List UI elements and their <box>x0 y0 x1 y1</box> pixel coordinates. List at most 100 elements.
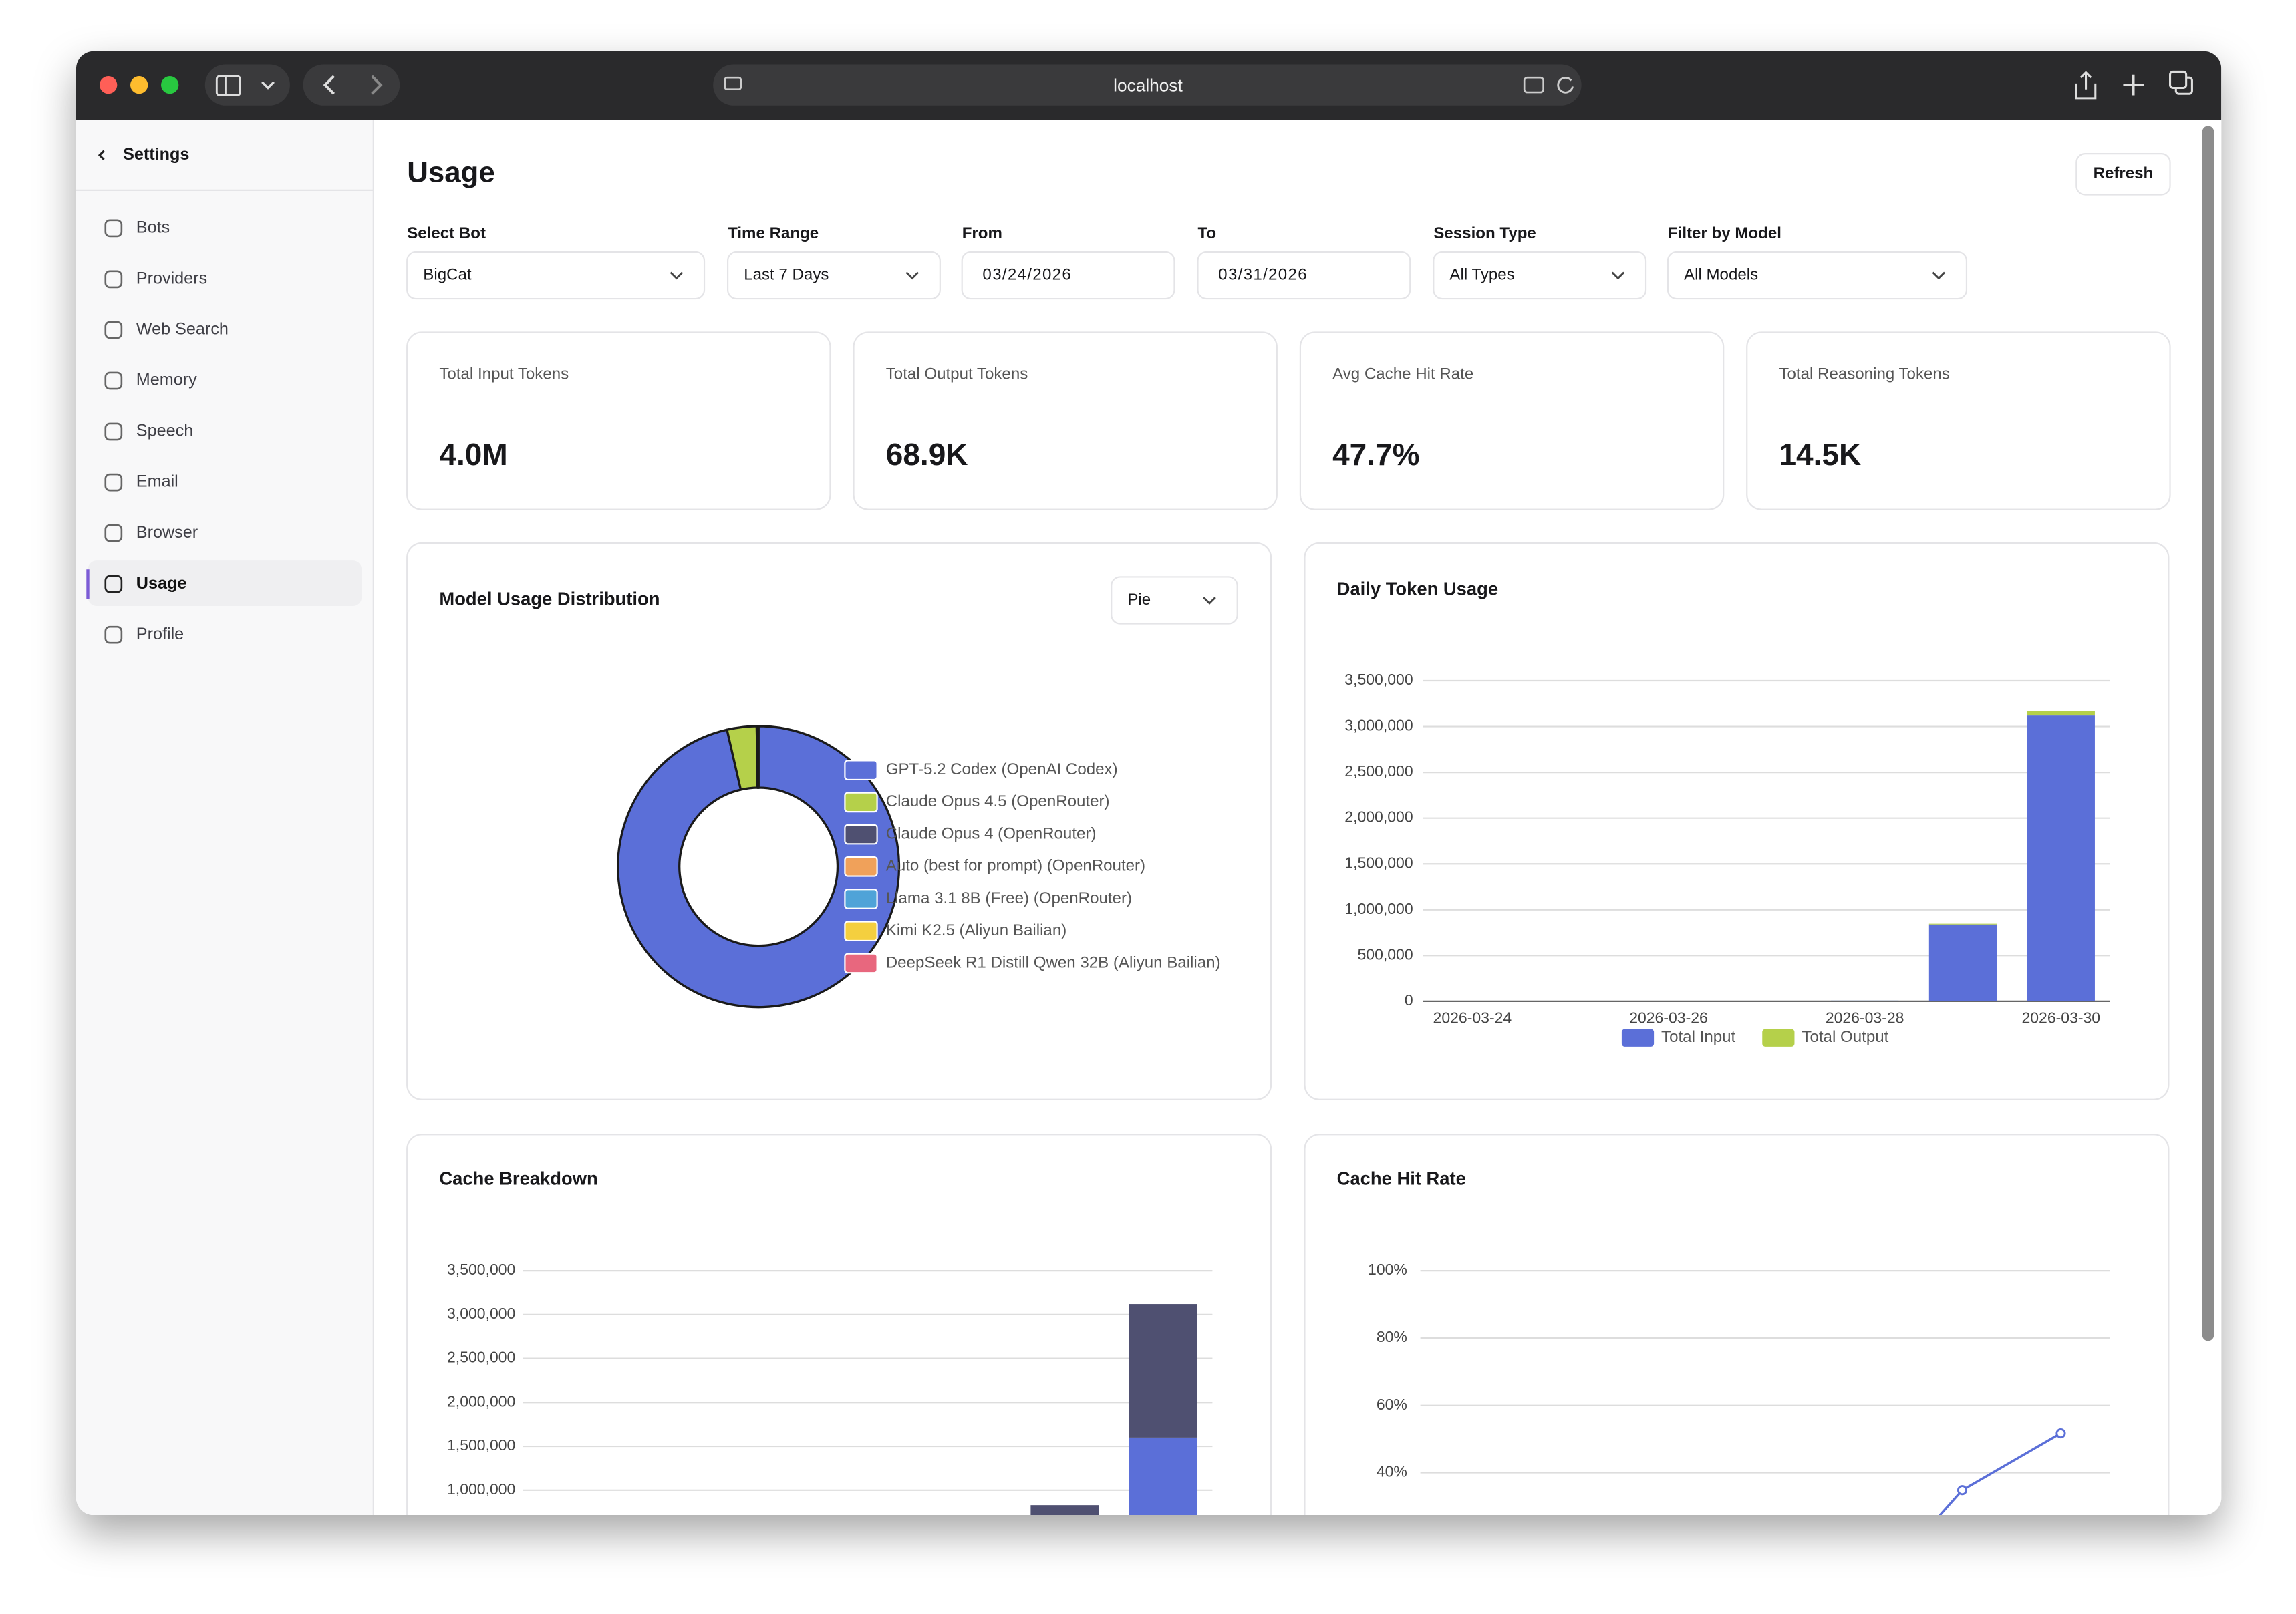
scrollbar[interactable] <box>2202 126 2214 1341</box>
y-tick-label: 1,000,000 <box>1344 900 1413 917</box>
nav-icon <box>104 321 123 339</box>
y-tick-label: 40% <box>1377 1463 1407 1480</box>
legend-label[interactable]: Kimi K2.5 (Aliyun Bailian) <box>886 921 1067 939</box>
chart-title: Daily Token Usage <box>1337 578 1498 599</box>
page-title: Usage <box>407 156 495 188</box>
legend-label[interactable]: Claude Opus 4.5 (OpenRouter) <box>886 792 1110 810</box>
nav-item[interactable]: Profile <box>136 625 184 643</box>
stat-label: Total Reasoning Tokens <box>1779 365 1949 383</box>
legend-swatch <box>1621 1029 1655 1047</box>
legend-label[interactable]: Total Output <box>1802 1028 1888 1046</box>
stat-card <box>406 331 831 510</box>
back-button[interactable] <box>323 75 335 95</box>
y-tick-label: 80% <box>1377 1328 1407 1345</box>
tabs-icon <box>2169 70 2188 90</box>
legend-swatch <box>844 953 878 974</box>
legend-label[interactable]: DeepSeek R1 Distill Qwen 32B (Aliyun Bai… <box>886 953 1221 971</box>
share-icon[interactable] <box>2075 71 2097 100</box>
filter-label: Time Range <box>728 224 819 243</box>
minimize-button[interactable] <box>130 75 148 94</box>
nav-item[interactable]: Speech <box>136 422 193 440</box>
point <box>1860 1597 1868 1605</box>
nav-item[interactable]: Usage <box>136 574 187 593</box>
nav-item[interactable]: Email <box>136 472 178 491</box>
chart-card <box>406 1134 1272 1516</box>
legend-label[interactable]: Total Input <box>1661 1028 1735 1046</box>
legend-swatch <box>844 856 878 877</box>
stat-card <box>1299 331 1725 510</box>
url: localhost <box>1113 75 1183 95</box>
stat-card <box>853 331 1278 510</box>
y-tick-label: 60% <box>1377 1396 1407 1413</box>
point <box>1957 1485 1968 1496</box>
y-tick-label: 3,000,000 <box>447 1305 515 1322</box>
legend-label[interactable]: Auto (best for prompt) (OpenRouter) <box>886 857 1145 875</box>
stat-label: Total Output Tokens <box>886 365 1028 383</box>
y-tick-label: 1,500,000 <box>1344 854 1413 871</box>
bar <box>1129 1304 1197 1438</box>
bar <box>932 1578 1000 1579</box>
filter-input[interactable] <box>726 251 941 300</box>
sidebar-toggle[interactable] <box>204 64 290 106</box>
filter-value: All Models <box>1684 265 1758 283</box>
stat-value: 68.9K <box>886 437 968 472</box>
filter-label: Filter by Model <box>1668 224 1781 243</box>
chevron <box>1203 597 1216 605</box>
filter-value: 03/24/2026 <box>982 265 1072 283</box>
point <box>2055 1428 2066 1439</box>
legend-label[interactable]: Claude Opus 4 (OpenRouter) <box>886 824 1097 842</box>
x-tick-label: 2026-03-28 <box>1826 1009 1904 1026</box>
filter-input[interactable] <box>406 251 706 300</box>
y-tick-label: 3,500,000 <box>1344 671 1413 688</box>
nav-item[interactable]: Browser <box>136 523 198 542</box>
stat-label: Avg Cache Hit Rate <box>1332 365 1473 383</box>
filter-label: From <box>962 224 1002 243</box>
chart-type-select[interactable] <box>1111 576 1238 625</box>
legend-swatch <box>844 792 878 813</box>
x-tick-label: 2026-03-26 <box>1629 1009 1708 1026</box>
bar <box>1928 924 1997 1001</box>
back-chevron <box>98 150 105 160</box>
chevron <box>261 81 275 90</box>
filter-input[interactable] <box>1667 251 1968 300</box>
legend-label[interactable]: GPT-5.2 Codex (OpenAI Codex) <box>886 760 1118 778</box>
bar <box>1928 923 1997 925</box>
refresh-button[interactable] <box>2075 153 2171 196</box>
y-tick-label: 1,000,000 <box>447 1480 515 1498</box>
x-tick-label: 2026-03-24 <box>1433 1009 1512 1026</box>
y-tick-label: 3,000,000 <box>1344 717 1413 734</box>
chevron <box>670 271 684 280</box>
filter-input[interactable] <box>961 251 1175 300</box>
y-tick-label: 500,000 <box>1357 945 1413 963</box>
filter-input[interactable] <box>1433 251 1647 300</box>
nav-item[interactable]: Web Search <box>136 320 229 339</box>
reload-icon[interactable] <box>1557 77 1574 94</box>
filter-label: To <box>1198 224 1217 243</box>
translate-icon[interactable] <box>1523 76 1544 94</box>
nav-item[interactable]: Memory <box>136 371 197 389</box>
nav-item[interactable]: Providers <box>136 269 207 288</box>
forward-button[interactable] <box>371 75 383 95</box>
sidebar <box>76 120 374 1516</box>
new-tab-icon[interactable] <box>2123 74 2144 96</box>
y-tick-label: 3,500,000 <box>447 1261 515 1278</box>
nav-icon <box>104 524 123 542</box>
settings-back[interactable]: Settings <box>123 145 189 164</box>
nav-item[interactable]: Bots <box>136 218 170 237</box>
zoom-button[interactable] <box>161 75 179 94</box>
chevron <box>1611 271 1625 280</box>
window: localhost Settings Bots Providers Web Sear… <box>76 51 2222 1605</box>
legend-label[interactable]: Llama 3.1 8B (Free) (OpenRouter) <box>886 889 1132 907</box>
nav-icon <box>104 625 123 644</box>
select-value: Pie <box>1127 591 1151 609</box>
filter-value: All Types <box>1449 265 1514 283</box>
close-button[interactable] <box>100 75 118 94</box>
legend-swatch <box>844 889 878 909</box>
nav-icon <box>104 575 123 593</box>
address-bar[interactable] <box>713 64 1582 106</box>
bar <box>1030 1505 1099 1516</box>
filter-input[interactable] <box>1197 251 1411 300</box>
stat-value: 4.0M <box>439 437 507 472</box>
nav-icon <box>104 270 123 289</box>
